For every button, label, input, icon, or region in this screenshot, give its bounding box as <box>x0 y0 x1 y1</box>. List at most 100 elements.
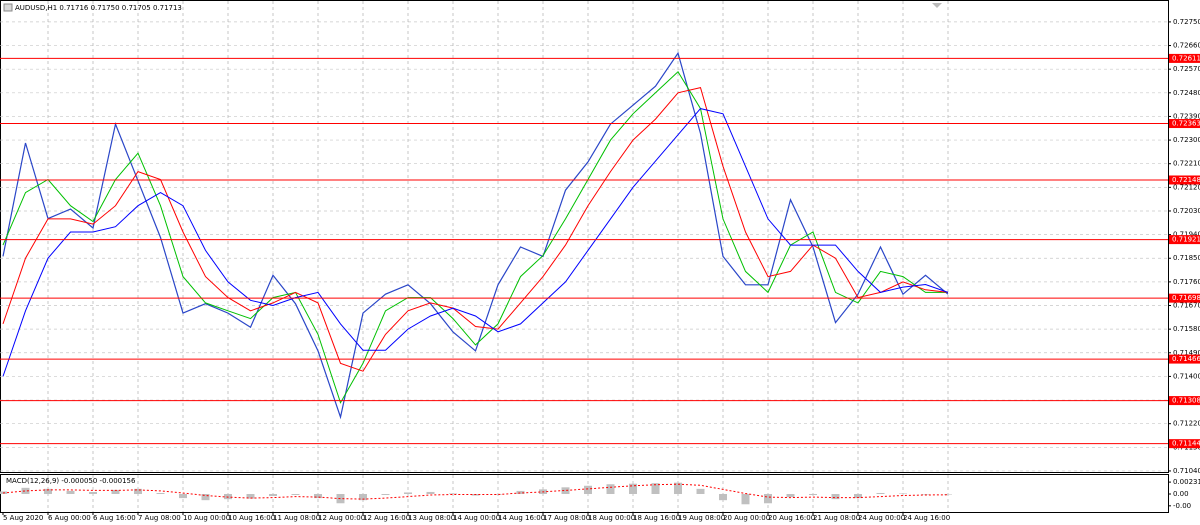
level-label: 0.71466 <box>1172 355 1200 363</box>
level-label-bg <box>1169 175 1200 185</box>
shift-marker <box>932 3 942 8</box>
macd-bar <box>944 494 952 495</box>
macd-bar <box>696 488 705 494</box>
y-tick-label: 0.72570 <box>1173 65 1200 73</box>
macd-bar <box>584 485 592 494</box>
y-tick-label: 0.72120 <box>1173 183 1200 191</box>
series-line <box>2 483 949 500</box>
y-tick-label: 0.72480 <box>1173 89 1200 97</box>
x-tick-label: 21 Aug 08:00 <box>813 514 860 522</box>
level-label-bg <box>1169 293 1200 303</box>
macd-bar <box>359 494 367 501</box>
x-tick-label: 14 Aug 00:00 <box>453 514 500 522</box>
y-tick-label: 0.72210 <box>1173 160 1200 168</box>
y-tick-label: -0.00 <box>1173 502 1191 510</box>
level-label-bg <box>1169 396 1200 406</box>
chart-title: AUDUSD,H1 0.71716 0.71750 0.71705 0.7171… <box>15 4 182 12</box>
x-tick-label: 13 Aug 08:00 <box>408 514 455 522</box>
window-icon <box>3 3 13 12</box>
y-tick-label: 0.002315 <box>1173 478 1200 486</box>
macd-bar <box>269 494 277 497</box>
macd-bar <box>21 487 30 494</box>
x-tick-label: 7 Aug 08:00 <box>138 514 181 522</box>
macd-bar <box>426 491 435 494</box>
macd-bar <box>224 494 232 500</box>
macd-bar <box>854 494 862 499</box>
macd-title: MACD(12,26,9) -0.000050 -0.000156 <box>6 477 136 485</box>
x-tick-label: 24 Aug 00:00 <box>858 514 905 522</box>
y-tick-label: 0.71490 <box>1173 349 1200 357</box>
macd-bar <box>809 494 817 496</box>
x-tick-label: 19 Aug 08:00 <box>678 514 725 522</box>
y-tick-label: 0.71400 <box>1173 372 1200 380</box>
macd-bar <box>629 483 637 494</box>
y-tick-label: 0.72300 <box>1173 136 1200 144</box>
x-tick-label: 12 Aug 00:00 <box>318 514 365 522</box>
series-line <box>2 108 949 377</box>
x-tick-label: 17 Aug 08:00 <box>543 514 590 522</box>
macd-bar <box>899 493 907 494</box>
macd-bar <box>291 494 300 496</box>
y-tick-label: 0.72660 <box>1173 42 1200 50</box>
macd-bar <box>786 494 795 498</box>
y-tick-label: 0.71040 <box>1173 467 1200 475</box>
macd-bar <box>314 494 322 499</box>
x-tick-label: 10 Aug 16:00 <box>228 514 275 522</box>
macd-bar <box>921 494 930 495</box>
level-label-bg <box>1169 354 1200 364</box>
macd-bar <box>201 494 210 501</box>
level-label: 0.71144 <box>1172 440 1200 448</box>
macd-bar <box>44 488 52 494</box>
macd-bar <box>89 491 97 494</box>
macd-bar <box>674 482 682 494</box>
y-tick-label: 0.71850 <box>1173 254 1200 262</box>
macd-bar <box>381 494 390 496</box>
x-tick-label: 20 Aug 16:00 <box>768 514 815 522</box>
macd-bar <box>336 494 345 504</box>
main-pane <box>0 0 1169 473</box>
level-label-bg <box>1169 235 1200 245</box>
macd-bar <box>404 492 412 494</box>
macd-bar <box>111 489 120 494</box>
level-label: 0.71308 <box>1172 397 1200 405</box>
y-tick-label: 0.71580 <box>1173 325 1200 333</box>
macd-bar <box>179 494 187 499</box>
x-tick-label: 10 Aug 00:00 <box>183 514 230 522</box>
macd-bar <box>134 488 142 494</box>
y-tick-label: 0.00 <box>1173 490 1189 498</box>
x-tick-label: 11 Aug 08:00 <box>273 514 320 522</box>
level-label-bg <box>1169 439 1200 449</box>
macd-bar <box>561 487 570 494</box>
y-tick-label: 0.71940 <box>1173 231 1200 239</box>
macd-bar <box>516 490 525 494</box>
macd-bar <box>66 490 75 494</box>
x-tick-label: 5 Aug 2020 <box>3 514 43 522</box>
x-tick-label: 6 Aug 00:00 <box>48 514 91 522</box>
macd-bar <box>651 483 660 494</box>
macd-bar <box>606 484 615 494</box>
level-label-bg <box>1169 119 1200 129</box>
macd-bar <box>741 494 750 505</box>
y-tick-label: 0.72750 <box>1173 18 1200 26</box>
level-label: 0.72611 <box>1172 54 1200 62</box>
y-tick-label: 0.72390 <box>1173 112 1200 120</box>
macd-bar <box>156 492 165 494</box>
x-tick-label: 20 Aug 00:00 <box>723 514 770 522</box>
x-tick-label: 24 Aug 16:00 <box>903 514 950 522</box>
level-label: 0.72148 <box>1172 176 1200 184</box>
x-tick-label: 18 Aug 16:00 <box>633 514 680 522</box>
level-label-bg <box>1169 53 1200 63</box>
y-tick-label: 0.71760 <box>1173 278 1200 286</box>
y-tick-label: 0.72030 <box>1173 207 1200 215</box>
y-tick-label: 0.71220 <box>1173 420 1200 428</box>
x-tick-label: 6 Aug 16:00 <box>93 514 136 522</box>
level-label: 0.71698 <box>1172 294 1200 302</box>
x-tick-label: 14 Aug 16:00 <box>498 514 545 522</box>
level-label: 0.72363 <box>1172 120 1200 128</box>
macd-bar <box>246 494 255 499</box>
macd-bar <box>876 492 885 494</box>
level-label: 0.71921 <box>1172 236 1200 244</box>
